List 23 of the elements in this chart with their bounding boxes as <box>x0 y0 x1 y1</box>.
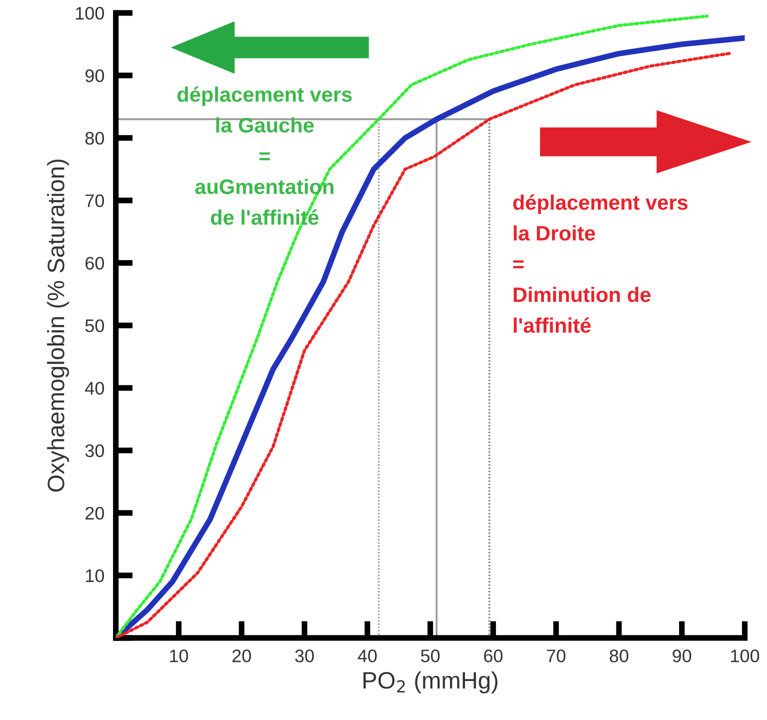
y-tick-label: 50 <box>85 319 104 332</box>
x-tick-label: 10 <box>170 650 188 662</box>
x-tick-label: 80 <box>610 650 628 662</box>
y-tick-label: 70 <box>86 194 104 208</box>
y-tick-label: 30 <box>85 444 104 458</box>
x-tick-label: 90 <box>672 650 692 662</box>
y-tick-label: 100 <box>76 6 104 20</box>
x-axis-title: PO$_{2}$ (mmHg) <box>364 671 498 694</box>
y-tick-label: 80 <box>85 132 104 145</box>
y-tick-label: 90 <box>85 69 104 82</box>
x-tick-label: 60 <box>484 650 503 662</box>
y-axis-title: Oxyhaemoglobin (% Saturation) <box>47 160 70 492</box>
x-tick-label: 100 <box>731 650 760 662</box>
y-tick-label: 40 <box>85 382 104 395</box>
y-tick-label: 20 <box>86 506 104 520</box>
x-tick-label: 30 <box>295 650 314 662</box>
y-tick-label: 10 <box>86 569 104 582</box>
x-tick-label: 50 <box>420 650 440 662</box>
x-tick-label: 40 <box>358 650 377 662</box>
annotation: déplacement vers la Droite = Diminution de l'affinité <box>513 194 688 333</box>
x-tick-label: 70 <box>546 650 566 662</box>
y-tick-label: 60 <box>86 256 104 270</box>
x-tick-label: 20 <box>232 650 251 662</box>
